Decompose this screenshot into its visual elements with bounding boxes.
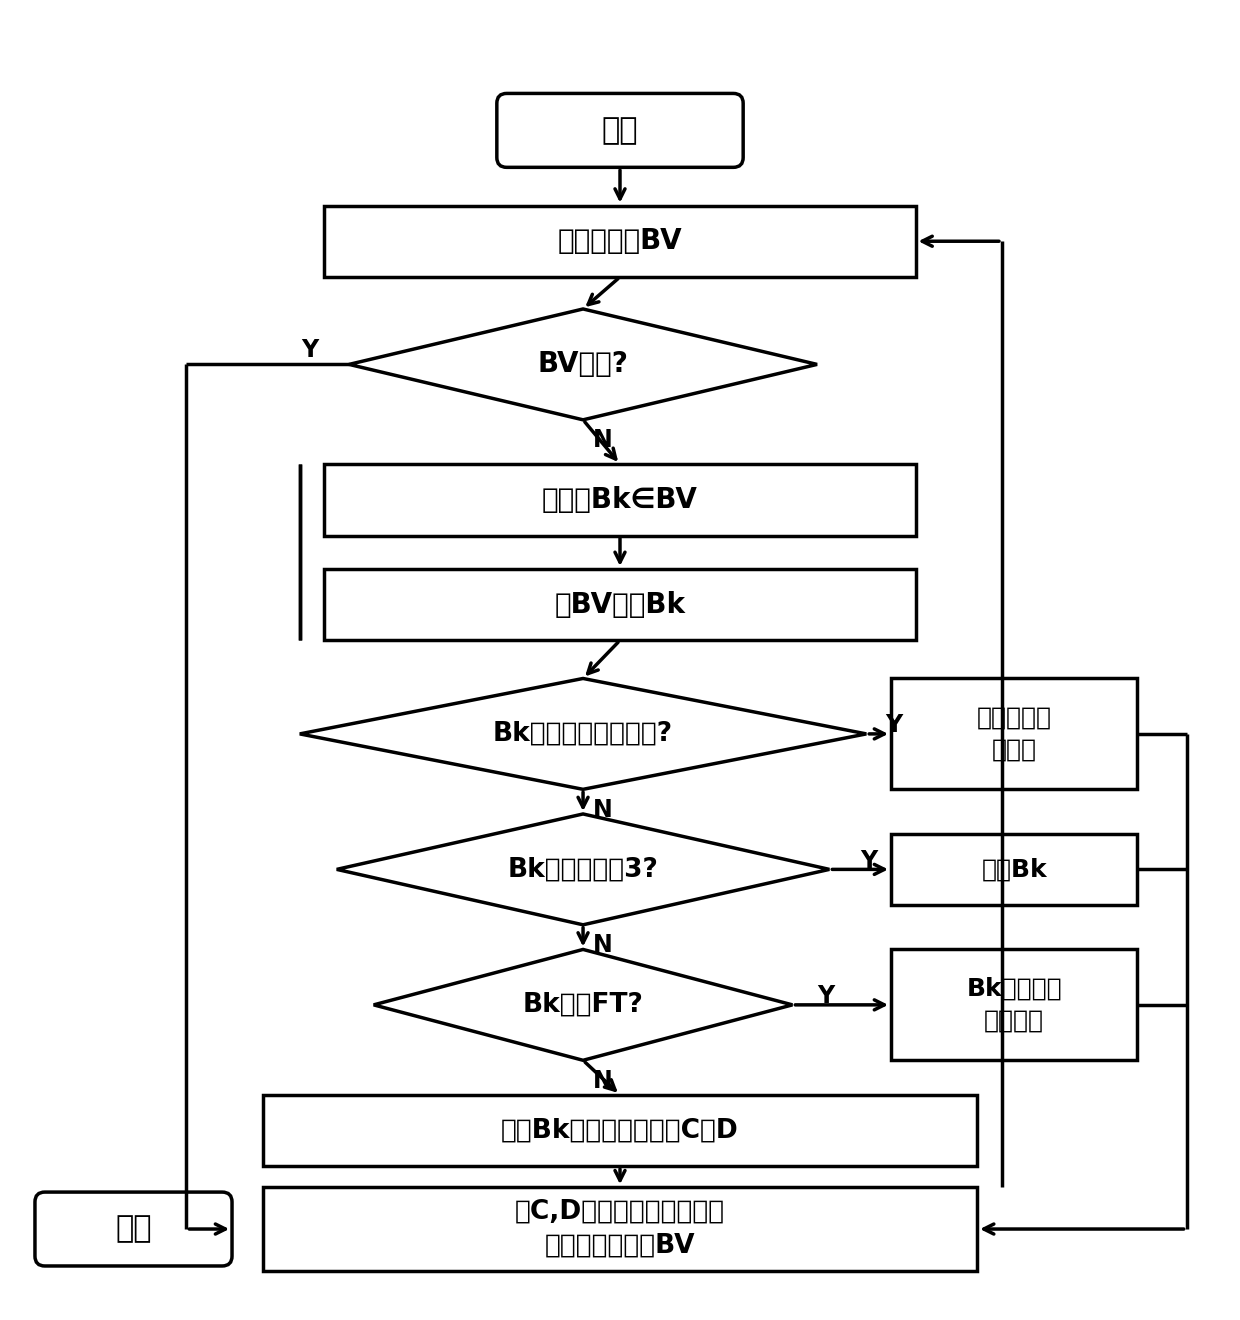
- Bar: [263, 1187, 977, 1271]
- Text: 生成三角形
分割面: 生成三角形 分割面: [977, 706, 1052, 762]
- Text: Bk作为物体
的一部分: Bk作为物体 的一部分: [966, 977, 1061, 1032]
- Polygon shape: [373, 949, 792, 1060]
- FancyBboxPatch shape: [497, 94, 743, 168]
- Text: N: N: [593, 799, 613, 822]
- Text: 边界体Bk∈BV: 边界体Bk∈BV: [542, 486, 698, 513]
- Text: 分割Bk，产生的两部分C，D: 分割Bk，产生的两部分C，D: [501, 1118, 739, 1143]
- Text: BV为空?: BV为空?: [538, 350, 629, 379]
- FancyBboxPatch shape: [35, 1192, 232, 1266]
- Bar: [325, 569, 915, 640]
- Bar: [325, 206, 915, 277]
- Text: Y: Y: [885, 713, 901, 738]
- Polygon shape: [337, 814, 830, 925]
- Text: Y: Y: [861, 849, 878, 873]
- Text: 将C,D中，没有外部体邻居
的部分放入集合BV: 将C,D中，没有外部体邻居 的部分放入集合BV: [515, 1199, 725, 1259]
- Polygon shape: [300, 678, 867, 789]
- Text: 开始: 开始: [601, 116, 639, 145]
- Text: 结束: 结束: [115, 1214, 151, 1243]
- Bar: [263, 1094, 977, 1166]
- Text: Bk属于五种典型情况?: Bk属于五种典型情况?: [494, 721, 673, 747]
- Text: 忽略Bk: 忽略Bk: [981, 858, 1047, 882]
- Text: 从BV移除Bk: 从BV移除Bk: [554, 590, 686, 619]
- Text: N: N: [593, 933, 613, 957]
- Text: Bk交点数小于3?: Bk交点数小于3?: [507, 857, 658, 882]
- Bar: [325, 465, 915, 536]
- Bar: [892, 678, 1137, 789]
- Text: 边界体集合BV: 边界体集合BV: [558, 227, 682, 255]
- Text: Y: Y: [817, 985, 835, 1008]
- Bar: [892, 949, 1137, 1060]
- Text: N: N: [593, 1069, 613, 1093]
- Polygon shape: [348, 309, 817, 420]
- Text: N: N: [593, 429, 613, 453]
- Text: Y: Y: [301, 338, 319, 362]
- Bar: [892, 834, 1137, 906]
- Text: Bk达到FT?: Bk达到FT?: [522, 991, 644, 1018]
